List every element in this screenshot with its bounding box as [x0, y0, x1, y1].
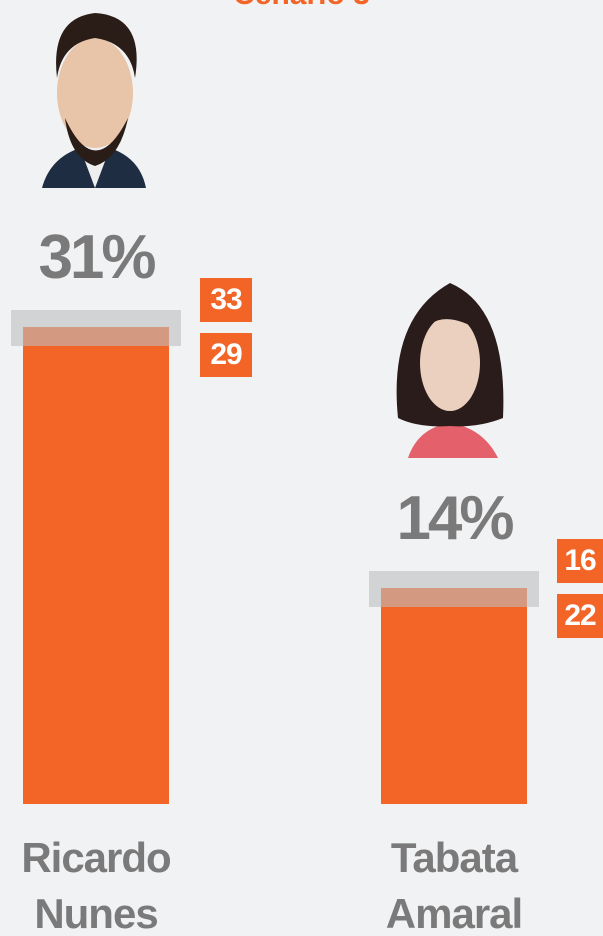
value-label: 31% — [0, 222, 196, 293]
portrait — [40, 8, 150, 190]
side-value: 22 — [557, 594, 603, 638]
side-value: 16 — [557, 539, 603, 583]
side-value: 29 — [200, 333, 252, 377]
category-label: Ricardo Nunes — [0, 830, 196, 936]
chart: Cenário 3 31%Ricardo Nunes332914%Tabata … — [0, 0, 603, 936]
category-label: Tabata Amaral — [354, 830, 554, 936]
highlight-band — [11, 310, 181, 346]
bar — [23, 327, 169, 804]
value-label: 14% — [354, 483, 554, 554]
portrait — [388, 278, 513, 458]
highlight-band — [369, 571, 539, 607]
side-value: 33 — [200, 278, 252, 322]
bar — [381, 588, 527, 804]
